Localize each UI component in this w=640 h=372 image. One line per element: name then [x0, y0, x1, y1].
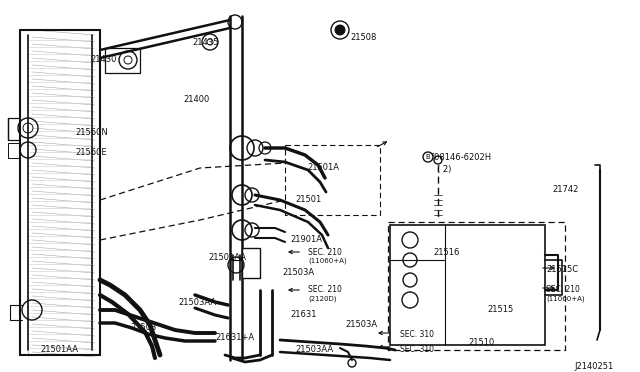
Text: 21503A: 21503A: [345, 320, 377, 329]
Text: 21435: 21435: [192, 38, 218, 47]
Text: 21501A: 21501A: [307, 163, 339, 172]
Text: 21510: 21510: [468, 338, 494, 347]
Text: 21508: 21508: [350, 33, 376, 42]
Text: 21742: 21742: [552, 185, 579, 194]
Text: 21501AA: 21501AA: [208, 253, 246, 262]
Bar: [242, 248, 260, 278]
Text: 21560E: 21560E: [75, 148, 107, 157]
Text: 21516: 21516: [433, 248, 460, 257]
Text: (11060+A): (11060+A): [546, 295, 584, 301]
Text: 21503A: 21503A: [282, 268, 314, 277]
Text: SEC. 310: SEC. 310: [400, 345, 434, 354]
Text: 21515C: 21515C: [546, 265, 578, 274]
Text: 21631: 21631: [290, 310, 317, 319]
Circle shape: [335, 25, 345, 35]
Bar: [105, 48, 140, 73]
Text: SEC. 210: SEC. 210: [546, 285, 580, 294]
Text: °08146-6202H: °08146-6202H: [430, 153, 491, 162]
Text: SEC. 310: SEC. 310: [400, 330, 434, 339]
Text: 21515: 21515: [487, 305, 513, 314]
Text: 21503: 21503: [130, 323, 156, 332]
Text: 21560N: 21560N: [75, 128, 108, 137]
Text: B: B: [426, 154, 430, 160]
Text: 21631+A: 21631+A: [215, 333, 254, 342]
Text: (2120D): (2120D): [308, 295, 337, 301]
Text: 21400: 21400: [183, 95, 209, 104]
Text: 21901A: 21901A: [290, 235, 322, 244]
Text: SEC. 210: SEC. 210: [308, 248, 342, 257]
Text: ( 2): ( 2): [437, 165, 451, 174]
Bar: [390, 225, 545, 345]
Text: 21503AA: 21503AA: [295, 345, 333, 354]
Text: 21430: 21430: [90, 55, 116, 64]
Text: SEC. 210: SEC. 210: [308, 285, 342, 294]
Text: 21501AA: 21501AA: [40, 345, 78, 354]
Text: 21503AA: 21503AA: [178, 298, 216, 307]
Text: 21501: 21501: [295, 195, 321, 204]
Text: J2140251: J2140251: [574, 362, 613, 371]
Text: (11060+A): (11060+A): [308, 258, 347, 264]
